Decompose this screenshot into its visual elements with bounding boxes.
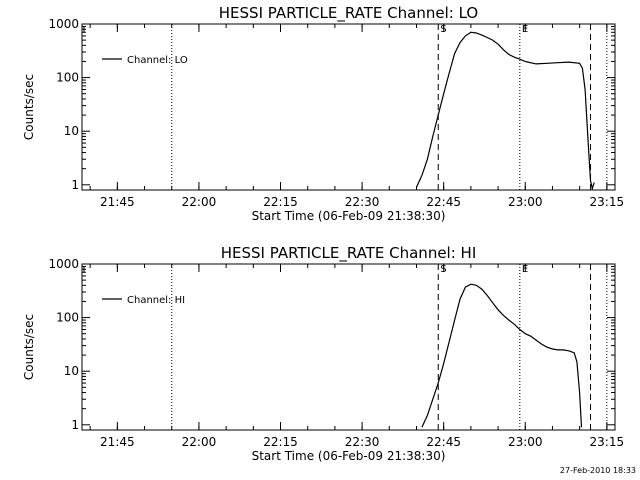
x-tick-label: 23:00 (508, 435, 543, 449)
y-axis-label: Counts/sec (22, 74, 36, 140)
marker-label-s: S (440, 264, 446, 275)
footer-timestamp: 27-Feb-2010 18:33 (559, 466, 636, 475)
chart-panel-2: HESSI PARTICLE_RATE Channel: HI 1 10 100 100… (22, 244, 624, 463)
x-axis-label: Start Time (06-Feb-09 21:38:30) (252, 449, 446, 463)
x-tick-label: 21:45 (100, 195, 135, 209)
x-tick-label: 22:30 (345, 435, 380, 449)
marker-label-s: S (440, 24, 446, 35)
y-axis-label: Counts/sec (22, 314, 36, 380)
x-tick-label: 22:45 (426, 195, 461, 209)
x-tick-label: 23:15 (590, 195, 625, 209)
series-line (421, 283, 583, 428)
legend-label: Channel: HI (127, 295, 185, 306)
x-tick-label: 22:45 (426, 435, 461, 449)
marker-label-e: E (522, 264, 528, 275)
x-tick-label: 22:30 (345, 195, 380, 209)
x-tick-label: 23:15 (590, 435, 625, 449)
chart-title: HESSI PARTICLE_RATE Channel: LO (219, 4, 478, 23)
y-tick-label: 10 (64, 124, 79, 138)
x-tick-label: 22:00 (182, 195, 217, 209)
plot-frame (81, 23, 616, 191)
x-tick-label: 22:00 (182, 435, 217, 449)
y-tick-label: 10 (64, 364, 79, 378)
x-tick-label: 21:45 (100, 435, 135, 449)
y-tick-label: 1 (71, 178, 79, 192)
x-tick-label: 23:00 (508, 195, 543, 209)
x-tick-label: 22:15 (263, 435, 298, 449)
y-tick-label: 100 (56, 311, 79, 325)
chart-title: HESSI PARTICLE_RATE Channel: HI (221, 244, 477, 263)
legend-label: Channel: LO (127, 55, 188, 66)
y-tick-label: 100 (56, 71, 79, 85)
x-tick-label: 22:15 (263, 195, 298, 209)
y-tick-label: 1 (71, 418, 79, 432)
x-axis-label: Start Time (06-Feb-09 21:38:30) (252, 209, 446, 223)
chart-panel-1: HESSI PARTICLE_RATE Channel: LO 1 10 100 100… (22, 4, 624, 223)
y-tick-label: 1000 (48, 257, 79, 271)
marker-label-e: E (522, 24, 528, 35)
plot-frame (81, 263, 616, 431)
y-tick-label: 1000 (48, 17, 79, 31)
series-line (415, 31, 595, 191)
